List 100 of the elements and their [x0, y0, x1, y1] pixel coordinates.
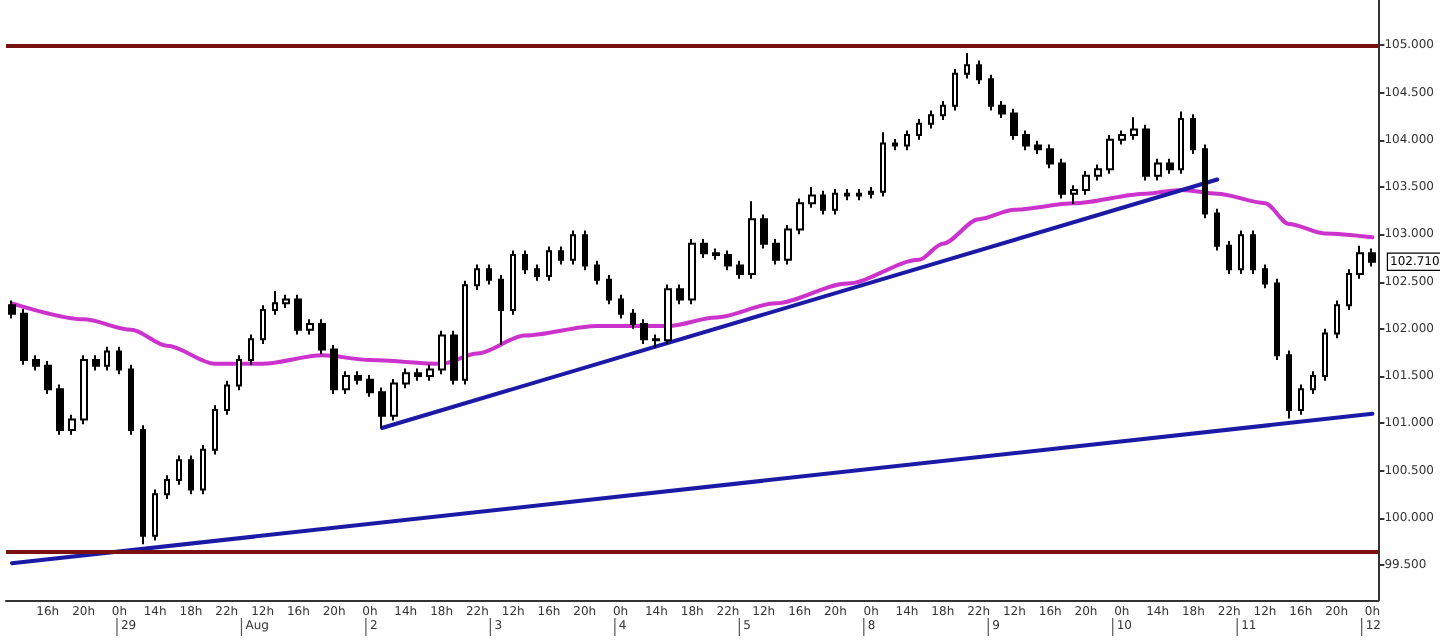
- candlestick: [904, 129, 910, 152]
- candlestick: [260, 304, 266, 345]
- candlestick: [1022, 129, 1030, 152]
- candlestick: [44, 359, 52, 396]
- candlestick: [844, 187, 850, 202]
- candlestick: [92, 354, 100, 372]
- candlestick: [1094, 163, 1102, 182]
- candlestick: [390, 377, 398, 422]
- candlestick: [152, 488, 158, 542]
- candlestick: [940, 100, 946, 121]
- candlestick: [546, 245, 552, 282]
- candlestick: [1274, 277, 1280, 361]
- candlestick: [164, 474, 170, 500]
- candlestick: [676, 283, 684, 306]
- candlestick: [916, 118, 922, 141]
- candlestick: [712, 247, 720, 261]
- candlestick: [880, 131, 886, 198]
- candlestick: [868, 186, 874, 200]
- candlestick: [378, 386, 386, 430]
- candlestick: [748, 200, 756, 280]
- candlestick: [1214, 207, 1220, 252]
- candlestick: [1334, 299, 1340, 340]
- candlestick: [140, 424, 146, 546]
- candlestick: [1368, 247, 1376, 268]
- candlestick: [630, 307, 636, 330]
- candlestick: [952, 67, 958, 112]
- candlestick: [1356, 244, 1364, 280]
- candlestick: [510, 249, 516, 316]
- candlestick: [236, 354, 242, 392]
- candlestick: [188, 454, 194, 496]
- candlestick: [522, 249, 528, 276]
- candlestick: [1178, 110, 1184, 175]
- candlestick: [1298, 383, 1304, 416]
- candlestick: [700, 238, 708, 259]
- candlestick: [1322, 327, 1328, 382]
- candlestick: [438, 329, 446, 376]
- candlestick: [450, 329, 458, 386]
- candlestick: [724, 249, 732, 272]
- candlestick: [736, 259, 744, 280]
- candlestick: [976, 59, 982, 86]
- candlestick: [486, 263, 492, 286]
- candlestick: [1190, 113, 1196, 156]
- candlestick: [1226, 239, 1232, 276]
- candlestick: [618, 293, 624, 320]
- candlestick: [796, 197, 804, 236]
- candlestick: [998, 100, 1006, 120]
- candlestick: [20, 307, 28, 366]
- candlestick: [1142, 123, 1150, 182]
- candlestick: [570, 229, 576, 266]
- candlestick: [1310, 370, 1316, 396]
- candlestick: [1118, 129, 1126, 146]
- candlestick: [212, 404, 218, 456]
- line-series: [9, 187, 1375, 366]
- candlestick: [200, 444, 206, 496]
- candlestick: [688, 238, 696, 306]
- candlestick: [56, 383, 64, 436]
- candlestick: [558, 245, 564, 266]
- candlestick: [606, 273, 612, 306]
- candlestick: [354, 370, 362, 386]
- candlestick: [1034, 139, 1042, 156]
- candlestick: [820, 189, 826, 216]
- candlestick: [964, 51, 970, 80]
- candlestick: [640, 318, 648, 345]
- candlestick: [224, 379, 230, 416]
- candlestick: [1202, 143, 1208, 220]
- candlestick: [294, 293, 302, 336]
- candlestick: [402, 367, 410, 390]
- candlestick: [8, 299, 16, 320]
- candlestick: [1154, 157, 1162, 182]
- candlestick: [1046, 143, 1054, 170]
- candlestick: [808, 186, 816, 209]
- candlestick: [1238, 229, 1244, 276]
- candlestick: [1058, 157, 1066, 200]
- candlestick: [248, 333, 254, 366]
- candlestick: [832, 187, 838, 216]
- candlestick: [1286, 349, 1292, 420]
- candlestick: [988, 73, 994, 112]
- candlestick: [306, 318, 314, 336]
- candlestick: [1250, 229, 1256, 276]
- candlestick: [116, 345, 122, 376]
- candlestick: [1166, 157, 1174, 175]
- candlestick: [1130, 116, 1138, 141]
- candlestick: [760, 213, 768, 250]
- candlestick: [32, 354, 40, 372]
- candlestick: [426, 363, 434, 382]
- candlestick: [80, 354, 88, 426]
- candlestick: [272, 290, 278, 316]
- candlestick: [664, 283, 672, 345]
- candlestick: [330, 343, 338, 396]
- candlestick: [176, 454, 182, 486]
- candlestick: [652, 333, 660, 349]
- candlestick: [1070, 184, 1078, 206]
- candlestick: [856, 187, 862, 202]
- candlestick: [772, 238, 780, 266]
- candlestick: [68, 413, 76, 436]
- candlestick: [892, 137, 898, 152]
- candlestick: [318, 318, 326, 356]
- candlestick: [1082, 170, 1090, 196]
- candlestick: [1262, 263, 1268, 290]
- candlestick: [928, 109, 934, 130]
